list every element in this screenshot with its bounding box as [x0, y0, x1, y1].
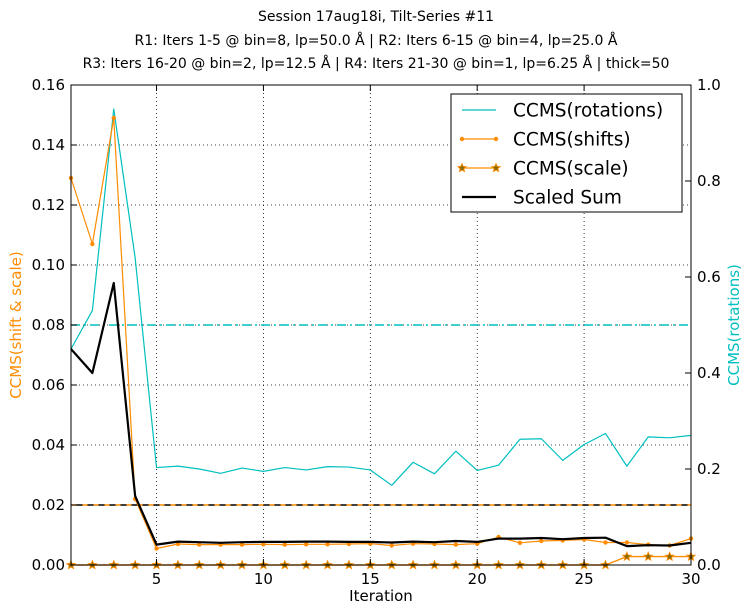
y-right-tick-label-0: 0.0: [697, 556, 721, 574]
y-left-tick-label-4: 0.08: [32, 316, 65, 334]
y-left-tick-label-0: 0.00: [32, 556, 65, 574]
series-2-point-27: [642, 551, 654, 562]
chart-title: Session 17aug18i, Tilt-Series #11 R1: It…: [0, 6, 752, 77]
series-1-point-10: [282, 542, 287, 547]
y-left-tick-label-3: 0.06: [32, 376, 65, 394]
series-1-point-25: [603, 540, 608, 545]
title-line-1: Session 17aug18i, Tilt-Series #11: [257, 9, 495, 25]
series-line-1: [70, 117, 692, 550]
series-0: [70, 108, 692, 486]
series-1-point-6: [197, 542, 202, 547]
x-tick-label-5: 30: [681, 570, 700, 588]
series-1-point-1: [90, 241, 95, 247]
series-1-point-21: [517, 540, 523, 545]
y-right-tick-label-4: 0.8: [697, 172, 721, 190]
y-left-tick-label-1: 0.02: [32, 496, 65, 514]
legend-label-1: CCMS(shifts): [513, 130, 631, 151]
series-line-3: [70, 281, 692, 548]
series-2-point-28: [664, 551, 675, 562]
legend-label-0: CCMS(rotations): [513, 101, 663, 122]
series-1-point-9: [261, 542, 266, 547]
y-right-tick-label-2: 0.4: [697, 364, 721, 382]
reference-lines: [71, 324, 691, 506]
series-line-2: [71, 555, 691, 566]
x-tick-label-4: 25: [575, 570, 594, 588]
legend-label-2: CCMS(scale): [513, 159, 629, 180]
series-3: [70, 281, 692, 548]
y-left-tick-label-5: 0.10: [32, 256, 65, 274]
series-1-point-22: [539, 538, 544, 544]
x-tick-label-0: 5: [152, 570, 162, 588]
x-tick-label-2: 15: [361, 570, 380, 588]
series-2-point-26: [621, 551, 633, 562]
y-axis-left-label: CCMS(shift & scale): [7, 251, 25, 398]
legend-marker-2-a: [456, 162, 468, 173]
series-1-point-4: [154, 546, 159, 551]
y-right-tick-label-1: 0.2: [697, 460, 721, 478]
axis-ticks: 5 10 15 20 25 30 0.00 0.02 0.04 0.06 0.08 0.10 0.12 0…: [32, 76, 721, 588]
y-left-tick-label-2: 0.04: [32, 436, 65, 454]
title-line-3: R3: Iters 16-20 @ bin=2, lp=12.5 Å | R4:…: [82, 56, 670, 72]
series-line-0: [70, 108, 692, 486]
series-1-point-2: [111, 115, 116, 121]
series-1-point-15: [389, 543, 394, 548]
title-line-2: R1: Iters 1-5 @ bin=8, lp=50.0 Å | R2: I…: [134, 32, 618, 49]
x-tick-label-1: 10: [254, 570, 273, 588]
legend-marker-2-b: [490, 162, 502, 173]
legend-label-3: Scaled Sum: [513, 188, 622, 209]
series-1-point-12: [325, 542, 330, 547]
y-left-tick-label-6: 0.12: [32, 196, 65, 214]
y-left-tick-label-7: 0.14: [32, 136, 65, 154]
x-axis-label: Iteration: [349, 587, 413, 605]
legend-box: [450, 93, 683, 213]
y-left-tick-label-8: 0.16: [32, 76, 65, 94]
legend-marker-1-a: [459, 136, 465, 142]
series-1-point-11: [303, 542, 309, 547]
series-1-point-26: [624, 540, 630, 545]
series-2: [65, 551, 697, 570]
y-right-tick-label-3: 0.6: [697, 268, 721, 286]
y-axis-right-label: CCMS(rotations): [725, 264, 743, 386]
y-right-tick-label-5: 1.0: [697, 76, 721, 94]
series-1-point-5: [175, 541, 181, 547]
legend-marker-1-b: [493, 136, 499, 142]
series-1-point-18: [453, 542, 459, 547]
series-1-point-8: [239, 542, 245, 547]
legend: CCMS(rotations) CCMS(shifts) CCMS(scale) Sc…: [450, 93, 683, 213]
x-tick-label-3: 20: [468, 570, 487, 588]
